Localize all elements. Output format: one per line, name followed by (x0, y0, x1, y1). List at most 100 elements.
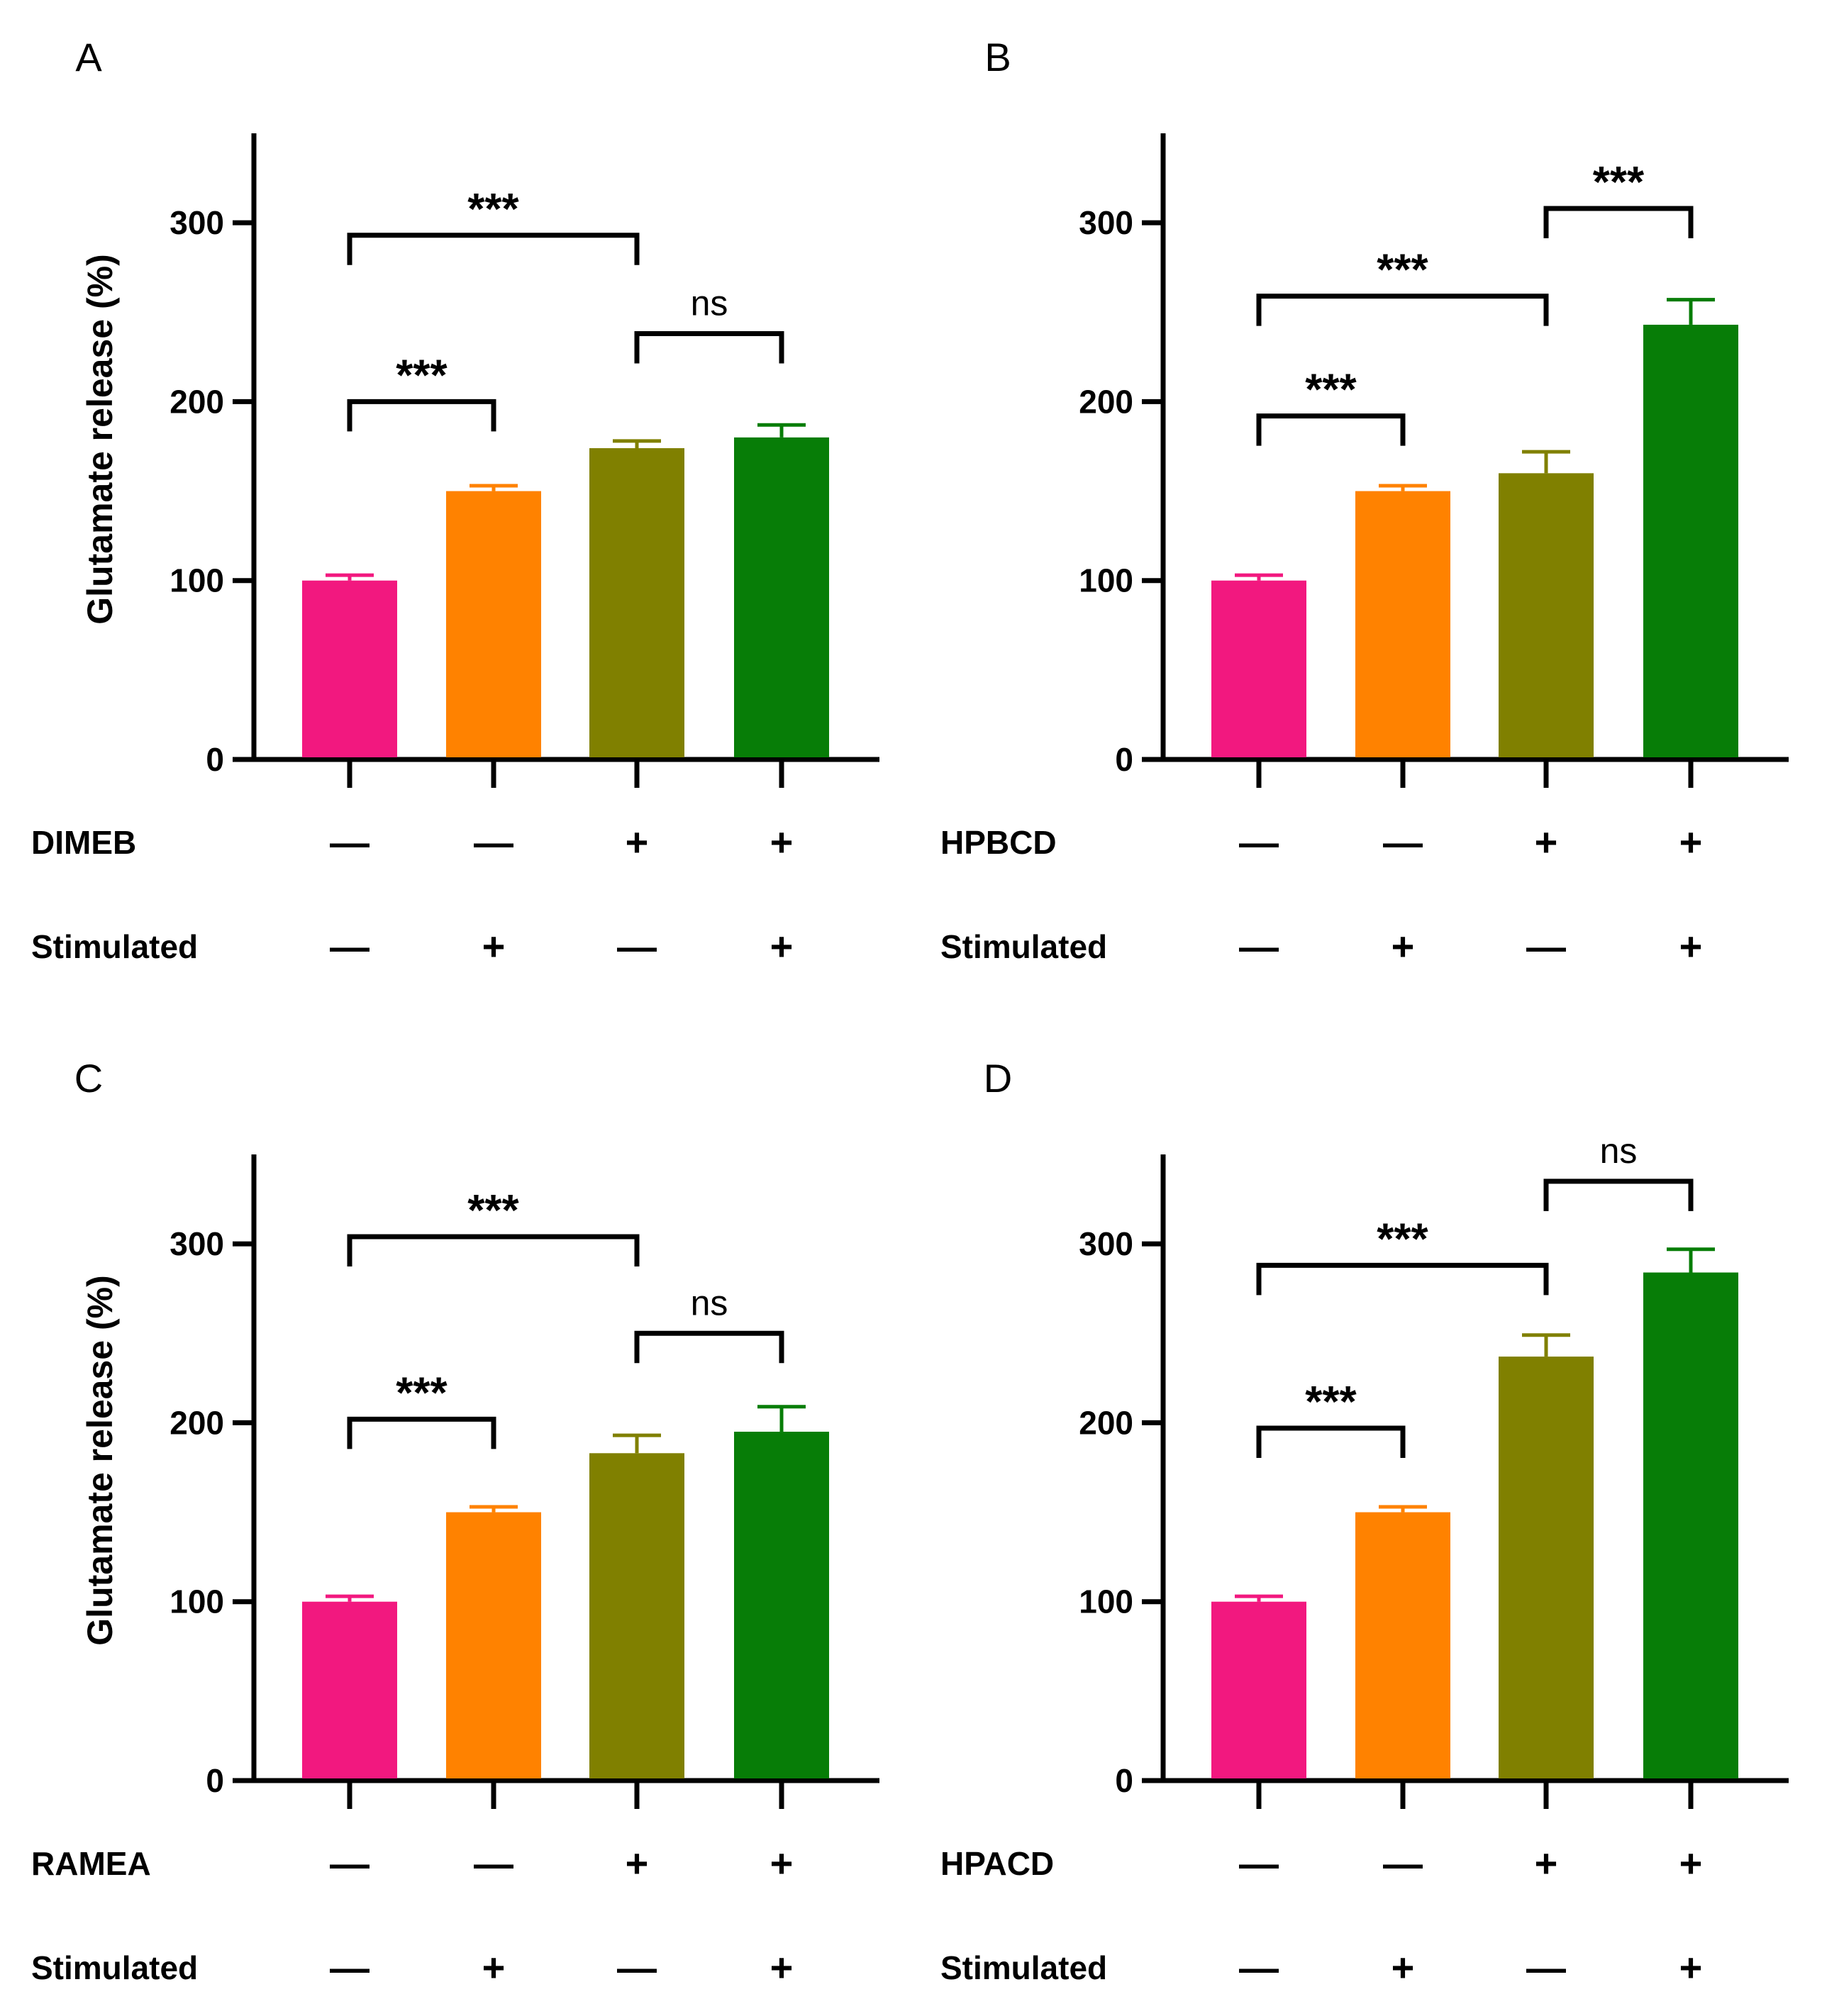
significance-label: ns (691, 284, 728, 323)
significance-label: *** (396, 351, 448, 400)
condition-label: Stimulated (940, 1949, 1107, 1986)
significance-label: *** (1593, 158, 1645, 207)
panel-letter: B (984, 35, 1011, 79)
bar (1211, 580, 1306, 757)
significance-bracket (1543, 1179, 1694, 1211)
significance-bracket (1256, 413, 1406, 446)
bar (302, 580, 397, 757)
condition-sign: + (626, 1841, 649, 1886)
bar (734, 1432, 829, 1778)
y-tick-label: 200 (170, 1404, 224, 1441)
significance-label: *** (1305, 366, 1357, 415)
condition-label: HPACD (940, 1845, 1054, 1882)
panel-c: C 0 100 200 300 Glutamate release (%) *** *** ns… (31, 1056, 879, 1990)
y-axis-label: Glutamate release (%) (80, 254, 120, 624)
y-tick-label: 100 (170, 1583, 224, 1620)
y-tick-label: 100 (1079, 1583, 1133, 1620)
bar (1643, 324, 1738, 758)
condition-sign: — (330, 820, 370, 864)
significance-label: *** (1377, 246, 1428, 295)
significance-label: *** (396, 1369, 448, 1418)
condition-sign: + (1679, 1945, 1703, 1990)
bar (446, 1512, 541, 1778)
y-tick-label: 200 (1079, 383, 1133, 420)
panel-letter: C (74, 1056, 103, 1101)
condition-sign: — (1239, 820, 1279, 864)
condition-sign: + (1679, 820, 1703, 864)
condition-sign: + (1679, 924, 1703, 969)
significance-bracket (347, 233, 640, 265)
significance-bracket (1256, 1262, 1549, 1296)
condition-label: Stimulated (31, 928, 198, 965)
condition-sign: — (330, 924, 370, 969)
significance-bracket (1543, 206, 1694, 238)
condition-sign: + (1535, 1841, 1558, 1886)
significance-bracket (347, 1416, 496, 1449)
condition-sign: — (1383, 820, 1423, 864)
significance-bracket (1256, 1425, 1406, 1458)
condition-sign: + (770, 1841, 794, 1886)
y-tick-label: 300 (1079, 1225, 1133, 1262)
condition-sign: + (1679, 1841, 1703, 1886)
condition-sign: — (1239, 1945, 1279, 1990)
significance-label: *** (467, 1186, 519, 1235)
condition-sign: — (330, 1945, 370, 1990)
y-tick-label: 100 (1079, 562, 1133, 599)
bar (1499, 1357, 1594, 1778)
condition-sign: + (482, 924, 506, 969)
panel-d: D 0 100 200 300 *** *** ns HPACD — — + + Stimulated — +… (940, 1056, 1789, 1990)
condition-sign: + (482, 1945, 506, 1990)
bar (589, 1453, 684, 1778)
bar (589, 448, 684, 757)
y-axis-label: Glutamate release (%) (80, 1275, 120, 1645)
y-tick-label: 0 (1115, 1762, 1133, 1799)
y-tick-label: 200 (1079, 1404, 1133, 1441)
significance-label: *** (1305, 1378, 1357, 1427)
significance-label: *** (467, 185, 519, 234)
condition-sign: — (1239, 1841, 1279, 1886)
condition-sign: + (1535, 820, 1558, 864)
significance-bracket (1256, 294, 1549, 326)
y-tick-label: 300 (170, 204, 224, 241)
bar (302, 1601, 397, 1778)
panel-letter: A (75, 35, 102, 79)
significance-label: ns (691, 1283, 728, 1322)
significance-label: *** (1377, 1215, 1428, 1264)
panel-b: B 0 100 200 300 *** *** *** HPBCD — — + + Stimulated —… (940, 35, 1789, 969)
condition-sign: — (1383, 1841, 1423, 1886)
bar (734, 437, 829, 757)
condition-sign: — (1526, 924, 1566, 969)
condition-label: RAMEA (31, 1845, 151, 1882)
condition-sign: — (330, 1841, 370, 1886)
condition-label: HPBCD (940, 824, 1057, 861)
condition-label: Stimulated (31, 1949, 198, 1986)
condition-sign: + (770, 924, 794, 969)
bar (1211, 1601, 1306, 1778)
condition-sign: + (626, 820, 649, 864)
condition-sign: — (617, 1945, 657, 1990)
condition-sign: — (1239, 924, 1279, 969)
condition-label: Stimulated (940, 928, 1107, 965)
condition-sign: + (1392, 924, 1415, 969)
y-tick-label: 100 (170, 562, 224, 599)
condition-sign: + (770, 1945, 794, 1990)
condition-sign: + (1392, 1945, 1415, 1990)
condition-sign: — (1526, 1945, 1566, 1990)
condition-sign: — (617, 924, 657, 969)
condition-sign: — (474, 1841, 513, 1886)
bar (1499, 473, 1594, 757)
significance-bracket (634, 331, 784, 364)
panel-letter: D (984, 1056, 1012, 1101)
y-tick-label: 300 (1079, 204, 1133, 241)
significance-label: ns (1600, 1131, 1638, 1171)
y-tick-label: 0 (1115, 741, 1133, 778)
y-tick-label: 200 (170, 383, 224, 420)
y-tick-label: 0 (206, 1762, 224, 1799)
condition-label: DIMEB (31, 824, 136, 861)
y-tick-label: 300 (170, 1225, 224, 1262)
bar (1355, 491, 1450, 757)
panel-a: A 0 100 200 300 Glutamate release (%) *** *** ns… (31, 35, 879, 969)
condition-sign: — (474, 820, 513, 864)
significance-bracket (634, 1330, 784, 1364)
